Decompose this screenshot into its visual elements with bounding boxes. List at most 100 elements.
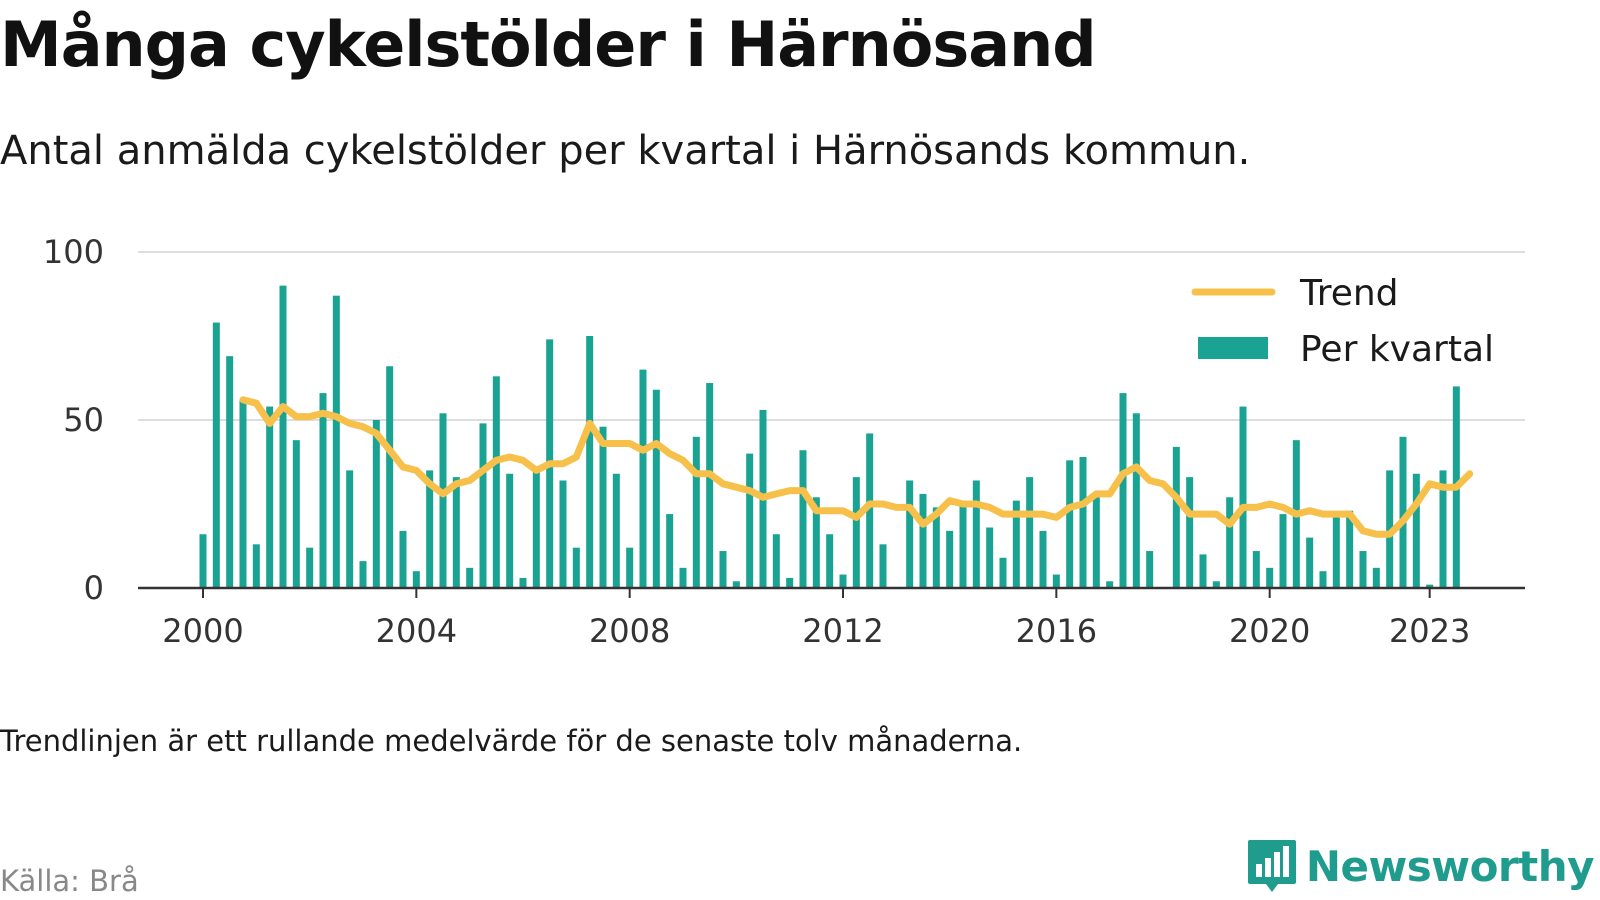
bar [1252, 551, 1260, 588]
bar [612, 473, 620, 588]
chart-subtitle: Antal anmälda cykelstölder per kvartal i… [0, 128, 1251, 174]
bar [1279, 514, 1287, 588]
bar [866, 433, 874, 588]
bar [1132, 413, 1140, 588]
bar [359, 561, 367, 588]
bar [1332, 514, 1340, 588]
bar [879, 544, 887, 588]
bar [1119, 393, 1127, 588]
bar [319, 393, 327, 588]
bar [932, 507, 940, 588]
bar [706, 383, 714, 588]
bar [1106, 581, 1114, 588]
bar [1319, 571, 1327, 588]
bar [639, 369, 647, 588]
bar [399, 530, 407, 588]
bar [1199, 554, 1207, 588]
bar [212, 322, 220, 588]
bar [479, 423, 487, 588]
bar [839, 574, 847, 588]
bar [1226, 497, 1234, 588]
bar [1399, 436, 1407, 588]
bar [1346, 510, 1354, 588]
bar [532, 470, 540, 588]
bar [972, 480, 980, 588]
bar [239, 399, 247, 588]
bar [652, 389, 660, 588]
bar [599, 426, 607, 588]
bar [386, 366, 394, 588]
bar [786, 577, 794, 588]
bar [999, 557, 1007, 588]
bar [959, 500, 967, 588]
bar [812, 497, 820, 588]
bar [252, 544, 260, 588]
bar [1212, 581, 1220, 588]
bar [946, 530, 954, 588]
bar [452, 477, 460, 588]
bar [719, 551, 727, 588]
y-tick-label: 0 [84, 569, 104, 607]
x-tick-label: 2000 [162, 612, 243, 650]
x-tick-label: 2008 [589, 612, 670, 650]
bar [332, 295, 340, 588]
bar [1052, 574, 1060, 588]
bar [439, 413, 447, 588]
bar [906, 480, 914, 588]
axes: 0 50 100 2000 2004 2008 2012 2016 2020 2023 [43, 233, 1525, 650]
x-tick-label: 2004 [376, 612, 457, 650]
bar [1266, 567, 1274, 588]
bar [412, 571, 420, 588]
bar [1426, 584, 1434, 588]
bar [266, 406, 274, 588]
bar [1079, 456, 1087, 588]
x-tick-label: 2016 [1016, 612, 1097, 650]
bar [692, 436, 700, 588]
bar [1012, 500, 1020, 588]
y-tick-label: 50 [63, 401, 104, 439]
y-tick-label: 100 [43, 233, 104, 271]
bar [1146, 551, 1154, 588]
bar-chart-logo-icon [1247, 840, 1296, 892]
bar [1186, 477, 1194, 588]
trend-note: Trendlinjen är ett rullande medelvärde f… [0, 724, 1023, 758]
brand-logo: Newsworthy [1246, 838, 1595, 894]
bar [1066, 460, 1074, 588]
bar [492, 376, 500, 588]
bar [1372, 567, 1380, 588]
bar [292, 440, 300, 588]
bar [346, 470, 354, 588]
legend-label: Trend [1299, 273, 1399, 314]
bar [626, 547, 634, 588]
bar [572, 547, 580, 588]
bar [1172, 446, 1180, 588]
bar [506, 473, 514, 588]
bar [1039, 530, 1047, 588]
bar [199, 534, 207, 588]
bar [799, 450, 807, 588]
legend: Trend Per kvartal [1191, 273, 1494, 370]
bar [306, 547, 314, 588]
trend-series-line [239, 396, 1474, 538]
x-tick-label: 2023 [1389, 612, 1470, 650]
bar [1439, 470, 1447, 588]
bar [852, 477, 860, 588]
bar [746, 453, 754, 588]
bar [426, 470, 434, 588]
bar [1026, 477, 1034, 588]
trend-line [239, 396, 1474, 538]
bar [226, 356, 234, 588]
bar [1359, 551, 1367, 588]
bar [666, 514, 674, 588]
bar [1412, 473, 1420, 588]
bar [679, 567, 687, 588]
bar [586, 336, 594, 588]
legend-swatch-bar [1198, 337, 1268, 359]
brand-name: Newsworthy [1305, 841, 1595, 891]
bar [826, 534, 834, 588]
bar [986, 527, 994, 588]
bar [732, 581, 740, 588]
bar [519, 577, 527, 588]
source-label: Källa: Brå [0, 864, 139, 898]
bar [919, 493, 927, 588]
